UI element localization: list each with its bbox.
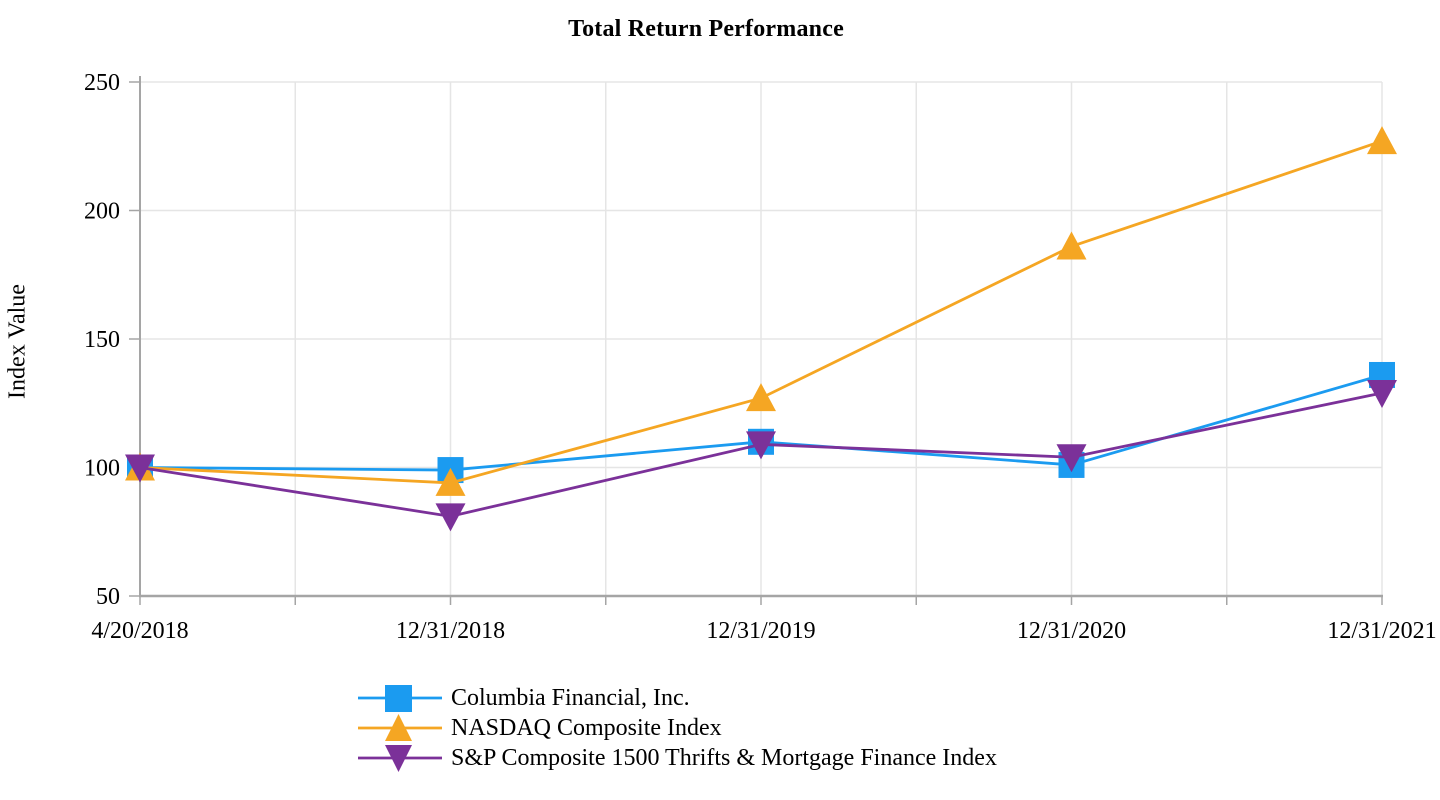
x-tick-label: 12/31/2019 — [706, 618, 815, 644]
y-tick-label: 200 — [84, 199, 120, 225]
marker-triangle-up — [1367, 126, 1397, 155]
marker-triangle-up — [1056, 231, 1087, 260]
y-tick-label: 150 — [84, 327, 120, 353]
legend-label-sp-thrifts: S&P Composite 1500 Thrifts & Mortgage Fi… — [451, 745, 997, 771]
marker-triangle-down — [1367, 379, 1397, 408]
y-tick-label: 250 — [84, 70, 120, 96]
legend-row-sp-thrifts: S&P Composite 1500 Thrifts & Mortgage Fi… — [358, 743, 997, 773]
y-tick-label: 100 — [84, 456, 120, 482]
marker-triangle-down — [435, 503, 466, 532]
chart-title: Total Return Performance — [568, 16, 844, 42]
x-tick-label: 12/31/2018 — [396, 618, 505, 644]
legend: Columbia Financial, Inc. NASDAQ Composit… — [358, 683, 997, 773]
x-tick-label: 12/31/2021 — [1327, 618, 1436, 644]
legend-row-columbia: Columbia Financial, Inc. — [358, 683, 997, 713]
y-tick-label: 50 — [96, 584, 120, 610]
legend-marker-square-icon — [358, 685, 442, 712]
marker-triangle-down — [125, 454, 155, 483]
marker-triangle-up — [435, 467, 466, 496]
legend-label-nasdaq: NASDAQ Composite Index — [451, 715, 722, 741]
x-tick-label: 12/31/2020 — [1017, 618, 1126, 644]
legend-marker-triangle-up-icon — [358, 714, 442, 741]
marker-triangle-down — [1056, 444, 1087, 473]
marker-triangle-up — [746, 383, 776, 412]
legend-row-nasdaq: NASDAQ Composite Index — [358, 713, 997, 743]
legend-label-columbia: Columbia Financial, Inc. — [451, 685, 690, 711]
x-tick-label: 4/20/2018 — [91, 618, 188, 644]
marker-triangle-down — [746, 431, 776, 460]
legend-marker-triangle-down-icon — [358, 745, 442, 772]
